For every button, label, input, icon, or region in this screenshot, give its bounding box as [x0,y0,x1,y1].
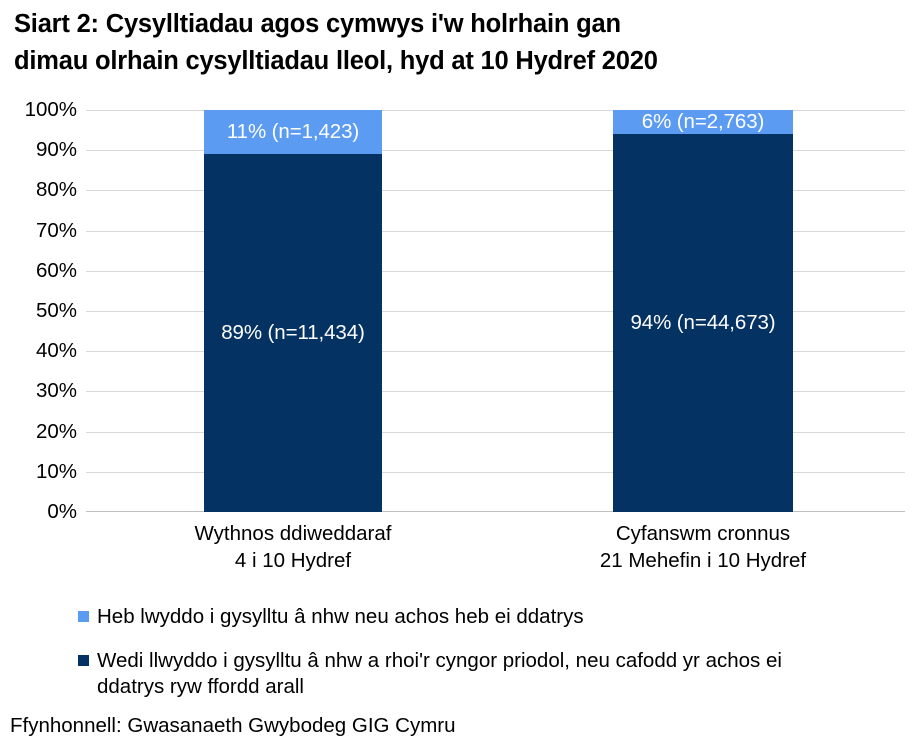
y-tick-30: 30% [35,379,77,403]
y-axis: 100% 90% 80% 70% 60% 50% 40% 30% 20% 10%… [0,98,86,522]
legend-item-successful[interactable]: Wedi llwyddo i gysylltu â nhw a rhoi'r c… [78,648,908,700]
x-axis-category-labels: Wythnos ddiweddaraf 4 i 10 Hydref Cyfans… [86,520,905,582]
x-axis-line [86,511,905,512]
gridline-100 [86,110,905,111]
category-label-2-line-2: 21 Mehefin i 10 Hydref [599,549,807,572]
gridline-50 [86,311,905,312]
category-label-1-line-1: Wythnos ddiweddaraf [194,522,392,545]
y-tick-40: 40% [35,339,77,363]
bar-group-1[interactable]: 11% (n=1,423) 89% (n=11,434) [204,110,382,512]
bar-1-segment-successful[interactable]: 89% (n=11,434) [204,154,382,512]
y-tick-0: 0% [47,500,77,523]
bar-1-segment-unsuccessful[interactable]: 11% (n=1,423) [204,110,382,155]
y-tick-50: 50% [35,299,77,322]
gridline-20 [86,431,905,433]
category-label-1-line-2: 4 i 10 Hydref [234,549,352,572]
page-title: Siart 2: Cysylltiadau agos cymwys i'w ho… [14,6,904,80]
bar-2-top-label: 6% (n=2,763) [641,110,765,134]
legend-label-successful: Wedi llwyddo i gysylltu â nhw a rhoi'r c… [97,649,782,698]
bar-group-2[interactable]: 6% (n=2,763) 94% (n=44,673) [613,110,793,512]
y-tick-80: 80% [35,178,77,202]
y-tick-60: 60% [35,258,77,282]
gridline-40 [86,351,905,353]
grid-region: 11% (n=1,423) 89% (n=11,434) 6% (n=2,763… [86,110,905,512]
legend-swatch-icon-successful [78,655,89,666]
y-tick-20: 20% [35,419,77,443]
page-title-line-1: Siart 2: Cysylltiadau agos cymwys i'w ho… [14,10,621,38]
gridline-70 [86,230,905,232]
y-tick-10: 10% [35,459,77,483]
chart-plot-area: 100% 90% 80% 70% 60% 50% 40% 30% 20% 10%… [0,98,921,522]
bar-1-bottom-label: 89% (n=11,434) [221,321,365,345]
category-label-1: Wythnos ddiweddaraf 4 i 10 Hydref [123,520,463,574]
bar-1-top-label: 11% (n=1,423) [226,120,360,144]
gridline-80 [86,190,905,192]
legend-label-unsuccessful: Heb lwyddo i gysylltu â nhw neu achos he… [97,605,584,628]
page-title-line-2: dimau olrhain cysylltiadau lleol, hyd at… [14,47,658,75]
gridline-10 [86,471,905,473]
legend-swatch-icon-unsuccessful [78,611,89,622]
bar-2-bottom-label: 94% (n=44,673) [630,311,776,335]
category-label-2-line-1: Cyfanswm cronnus [615,522,791,545]
legend-item-unsuccessful[interactable]: Heb lwyddo i gysylltu â nhw neu achos he… [78,604,908,630]
gridline-30 [86,391,905,393]
category-label-2: Cyfanswm cronnus 21 Mehefin i 10 Hydref [533,520,873,574]
y-tick-100: 100% [24,98,77,121]
gridline-90 [86,150,905,152]
bar-2-segment-unsuccessful[interactable]: 6% (n=2,763) [613,110,793,135]
gridline-60 [86,270,905,272]
chart-legend: Heb lwyddo i gysylltu â nhw neu achos he… [78,604,908,710]
y-tick-70: 70% [35,218,77,242]
source-note: Ffynhonnell: Gwasanaeth Gwybodeg GIG Cym… [10,714,456,737]
bar-2-segment-successful[interactable]: 94% (n=44,673) [613,134,793,512]
y-tick-90: 90% [35,138,77,162]
